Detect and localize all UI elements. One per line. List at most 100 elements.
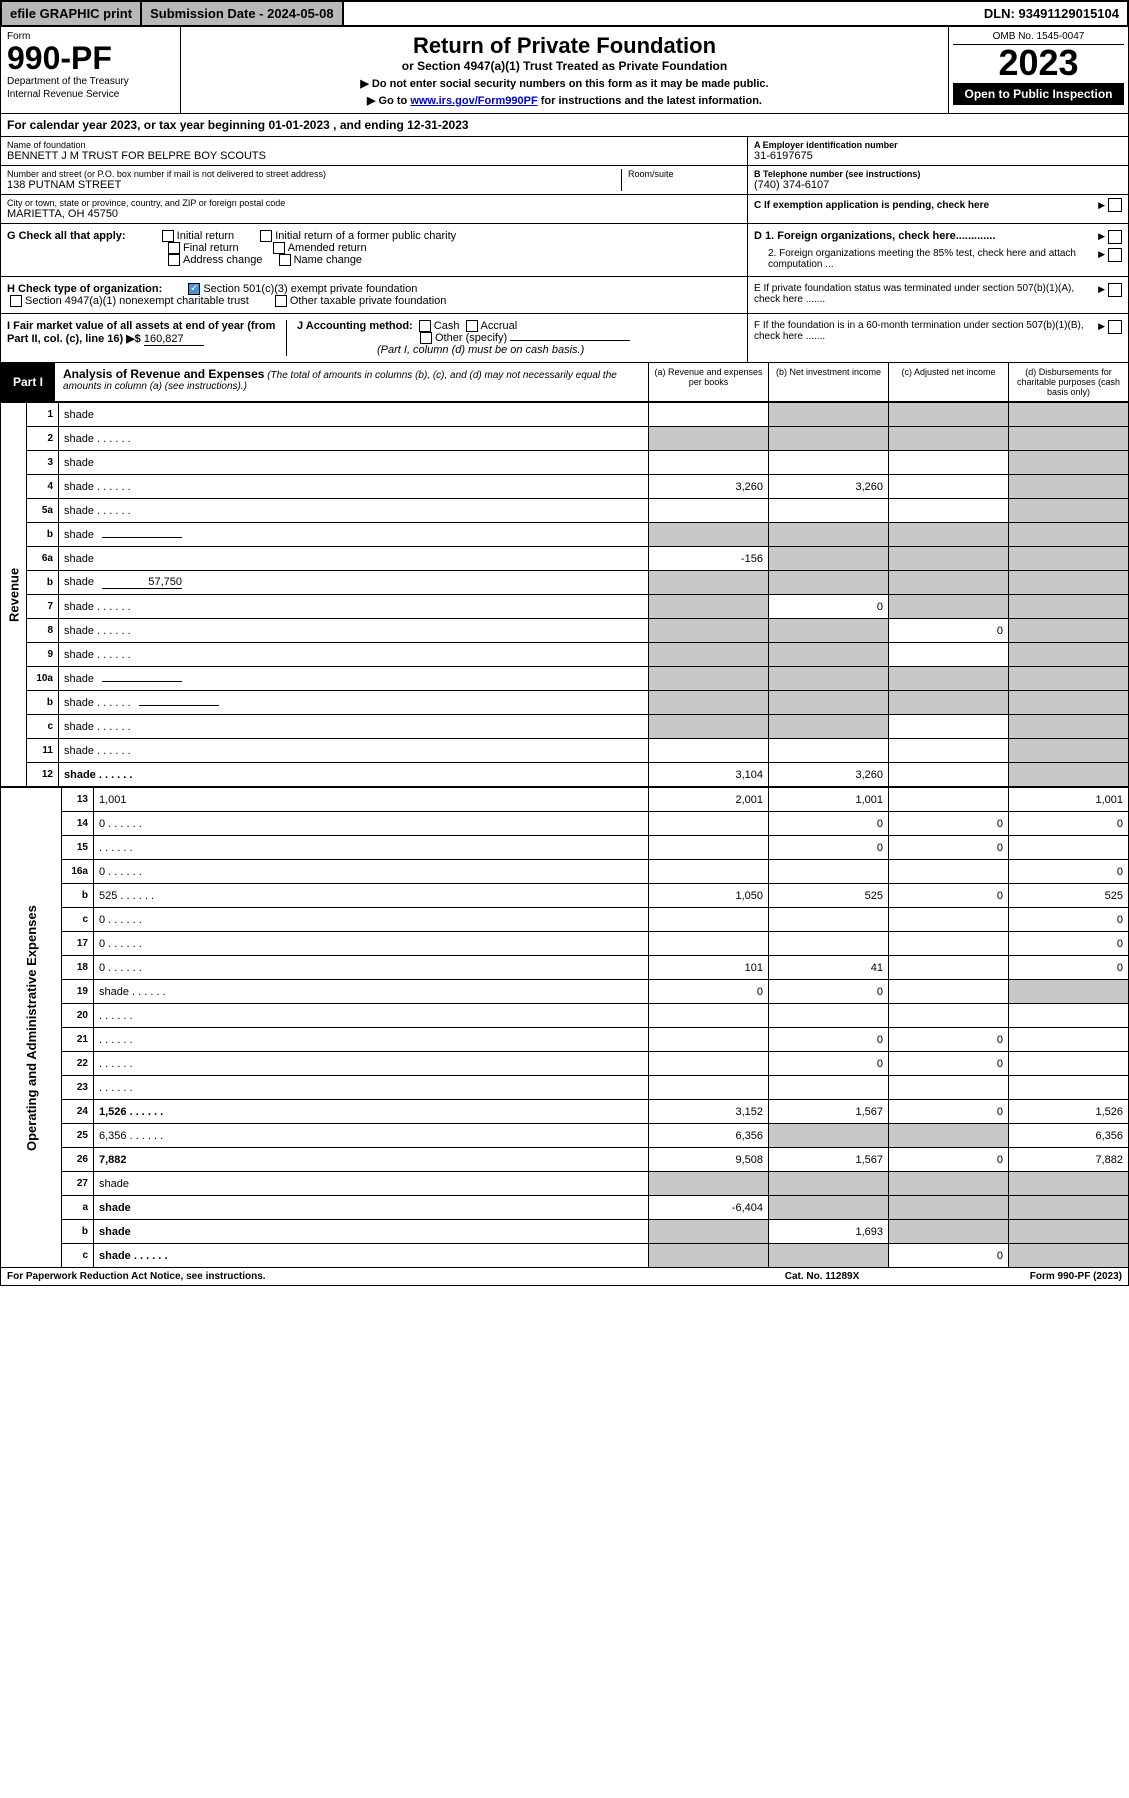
table-cell [1009, 1028, 1129, 1052]
row-number: 10a [27, 667, 59, 691]
table-cell [889, 1076, 1009, 1100]
table-cell [649, 403, 769, 427]
table-cell [1009, 499, 1129, 523]
table-cell [769, 667, 889, 691]
table-cell: 525 [769, 884, 889, 908]
open-inspection: Open to Public Inspection [953, 83, 1124, 105]
cb-name[interactable] [279, 254, 291, 266]
table-cell: 1,693 [769, 1220, 889, 1244]
row-number: 3 [27, 451, 59, 475]
row-number: 24 [62, 1100, 94, 1124]
row-number: 5a [27, 499, 59, 523]
table-row: 2shade . . . . . . [1, 427, 1129, 451]
cb-final[interactable] [168, 242, 180, 254]
row-description: 0 . . . . . . [94, 932, 649, 956]
table-cell: 6,356 [649, 1124, 769, 1148]
table-cell [649, 908, 769, 932]
cb-amended[interactable] [273, 242, 285, 254]
row-number: b [27, 571, 59, 595]
d2-checkbox[interactable] [1108, 248, 1122, 262]
cb-former[interactable] [260, 230, 272, 242]
row-description: shade [94, 1172, 649, 1196]
table-cell: 1,001 [1009, 788, 1129, 812]
expense-table: Operating and Administrative Expenses131… [0, 787, 1129, 1268]
table-cell [769, 1196, 889, 1220]
cb-4947[interactable] [10, 295, 22, 307]
table-cell [649, 643, 769, 667]
table-cell [769, 1124, 889, 1148]
cb-other-tax[interactable] [275, 295, 287, 307]
table-cell: -6,404 [649, 1196, 769, 1220]
table-row: 20 . . . . . . [1, 1004, 1129, 1028]
e-checkbox[interactable] [1108, 283, 1122, 297]
table-cell [649, 836, 769, 860]
table-cell [769, 451, 889, 475]
cb-501c3[interactable] [188, 283, 200, 295]
cb-addr[interactable] [168, 254, 180, 266]
row-description: shade [94, 1220, 649, 1244]
row-description: . . . . . . [94, 1052, 649, 1076]
phone-label: B Telephone number (see instructions) [754, 169, 1122, 179]
row-number: b [27, 523, 59, 547]
table-row: Operating and Administrative Expenses131… [1, 788, 1129, 812]
table-row: 10ashade [1, 667, 1129, 691]
d1-checkbox[interactable] [1108, 230, 1122, 244]
row-number: 11 [27, 739, 59, 763]
g-label: G Check all that apply: [7, 230, 126, 242]
submission-date: Submission Date - 2024-05-08 [142, 2, 344, 25]
row-description: shade . . . . . . [59, 475, 649, 499]
f-checkbox[interactable] [1108, 320, 1122, 334]
city-label: City or town, state or province, country… [7, 198, 741, 208]
row-description: shade . . . . . . [59, 427, 649, 451]
table-row: 15 . . . . . .00 [1, 836, 1129, 860]
part1-header: Part I Analysis of Revenue and Expenses … [0, 363, 1129, 402]
table-cell [1009, 980, 1129, 1004]
table-cell: 0 [769, 1028, 889, 1052]
row-number: c [62, 1244, 94, 1268]
table-cell: 1,567 [769, 1148, 889, 1172]
table-cell [1009, 1220, 1129, 1244]
table-cell [889, 1196, 1009, 1220]
c-label: C If exemption application is pending, c… [754, 200, 1098, 211]
note-ssn: ▶ Do not enter social security numbers o… [187, 77, 942, 90]
table-row: 12shade . . . . . .3,1043,260 [1, 763, 1129, 787]
row-number: 17 [62, 932, 94, 956]
table-cell [889, 1124, 1009, 1148]
info-block: Name of foundation BENNETT J M TRUST FOR… [0, 137, 1129, 224]
row-description: 525 . . . . . . [94, 884, 649, 908]
col-d-header: (d) Disbursements for charitable purpose… [1008, 363, 1128, 401]
room-label: Room/suite [628, 169, 741, 179]
table-cell [649, 1172, 769, 1196]
table-cell: 3,104 [649, 763, 769, 787]
row-description: shade . . . . . . [59, 499, 649, 523]
top-bar: efile GRAPHIC print Submission Date - 20… [0, 0, 1129, 27]
cb-accrual[interactable] [466, 320, 478, 332]
footer: For Paperwork Reduction Act Notice, see … [0, 1268, 1129, 1286]
foundation-name: BENNETT J M TRUST FOR BELPRE BOY SCOUTS [7, 150, 741, 162]
table-row: 22 . . . . . .00 [1, 1052, 1129, 1076]
row-number: b [62, 1220, 94, 1244]
table-cell: 0 [889, 1148, 1009, 1172]
table-cell [889, 403, 1009, 427]
row-number: 26 [62, 1148, 94, 1172]
c-checkbox[interactable] [1108, 198, 1122, 212]
table-cell [1009, 1052, 1129, 1076]
table-cell: 1,001 [769, 788, 889, 812]
j-note: (Part I, column (d) must be on cash basi… [377, 344, 584, 356]
row-number: 1 [27, 403, 59, 427]
row-description: 6,356 . . . . . . [94, 1124, 649, 1148]
row-description: shade . . . . . . [59, 643, 649, 667]
footer-left: For Paperwork Reduction Act Notice, see … [7, 1271, 722, 1282]
row-number: 13 [62, 788, 94, 812]
table-cell [769, 547, 889, 571]
cb-initial[interactable] [162, 230, 174, 242]
d1: D 1. Foreign organizations, check here..… [754, 230, 1098, 244]
cb-other-acct[interactable] [420, 332, 432, 344]
irs-link[interactable]: www.irs.gov/Form990PF [410, 95, 537, 107]
cb-cash[interactable] [419, 320, 431, 332]
row-description: . . . . . . [94, 1028, 649, 1052]
note-link: ▶ Go to www.irs.gov/Form990PF for instru… [187, 94, 942, 107]
row-description: shade . . . . . . [59, 691, 649, 715]
table-cell [769, 860, 889, 884]
table-row: 9shade . . . . . . [1, 643, 1129, 667]
